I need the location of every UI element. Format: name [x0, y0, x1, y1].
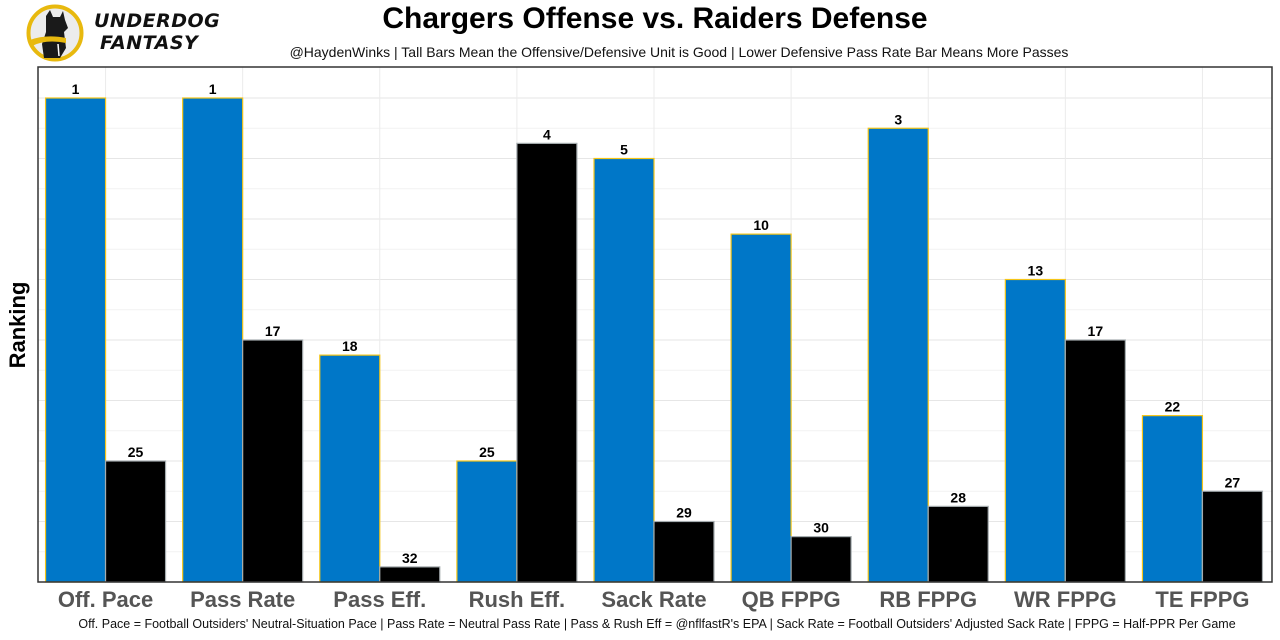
- offense-value-label: 25: [479, 444, 495, 460]
- offense-value-label: 5: [620, 142, 628, 158]
- plot-border: [37, 66, 1273, 583]
- defense-value-label: 25: [128, 444, 144, 460]
- x-tick-label: Pass Eff.: [333, 587, 426, 612]
- brand-line2: FANTASY: [100, 32, 199, 54]
- x-tick-label: QB FPPG: [742, 587, 841, 612]
- defense-bar: [1201, 490, 1264, 583]
- offense-bar: [44, 97, 107, 583]
- offense-bar: [319, 354, 381, 583]
- defense-value-label: 32: [402, 550, 418, 566]
- offense-bar: [456, 460, 518, 583]
- chart-caption-text: Off. Pace = Football Outsiders' Neutral-…: [78, 617, 1236, 631]
- x-tick-label: TE FPPG: [1155, 587, 1249, 612]
- offense-bar: [730, 233, 792, 583]
- x-tick-label: Rush Eff.: [469, 587, 566, 612]
- defense-bar: [927, 505, 989, 583]
- x-tick-label: Sack Rate: [601, 587, 706, 612]
- x-tick-label: Pass Rate: [190, 587, 295, 612]
- chart-title-text: Chargers Offense vs. Raiders Defense: [382, 2, 928, 35]
- offense-value-label: 18: [342, 338, 358, 354]
- offense-value-label: 1: [209, 81, 217, 97]
- defense-value-label: 17: [1088, 323, 1104, 339]
- chart-title: Chargers Offense vs. Raiders Defense: [0, 2, 1280, 36]
- x-tick-label: WR FPPG: [1014, 587, 1117, 612]
- defense-value-label: 17: [265, 323, 281, 339]
- defense-bar: [790, 536, 852, 583]
- offense-bar: [593, 157, 655, 583]
- offense-value-label: 3: [894, 111, 902, 127]
- defense-value-label: 29: [676, 505, 692, 521]
- offense-bar: [1004, 278, 1066, 583]
- brand-name: UNDERDOG FANTASY: [94, 10, 220, 54]
- offense-bar: [867, 127, 929, 583]
- chart-subtitle-text: @HaydenWinks | Tall Bars Mean the Offens…: [289, 44, 1069, 60]
- defense-value-label: 28: [950, 489, 966, 505]
- defense-bar: [104, 460, 167, 583]
- offense-value-label: 22: [1165, 399, 1181, 415]
- y-axis-label: Ranking: [5, 281, 30, 369]
- x-tick-label: RB FPPG: [879, 587, 977, 612]
- defense-value-label: 4: [543, 126, 551, 142]
- defense-bar: [1064, 339, 1126, 583]
- defense-value-label: 30: [813, 520, 829, 536]
- defense-value-label: 27: [1225, 474, 1241, 490]
- chart-caption: Off. Pace = Football Outsiders' Neutral-…: [0, 617, 1280, 631]
- offense-bar: [1141, 415, 1204, 583]
- defense-bar: [516, 142, 578, 583]
- x-tick-label: Off. Pace: [58, 587, 153, 612]
- offense-value-label: 1: [72, 81, 80, 97]
- underdog-logo-icon: [26, 4, 84, 62]
- offense-value-label: 10: [753, 217, 769, 233]
- chart-subtitle: @HaydenWinks | Tall Bars Mean the Offens…: [0, 44, 1280, 60]
- defense-bar: [653, 520, 715, 583]
- defense-bar: [242, 339, 304, 583]
- brand-line1: UNDERDOG: [94, 10, 221, 32]
- offense-bar: [182, 97, 244, 583]
- defense-bar: [379, 566, 441, 583]
- offense-value-label: 13: [1028, 263, 1044, 279]
